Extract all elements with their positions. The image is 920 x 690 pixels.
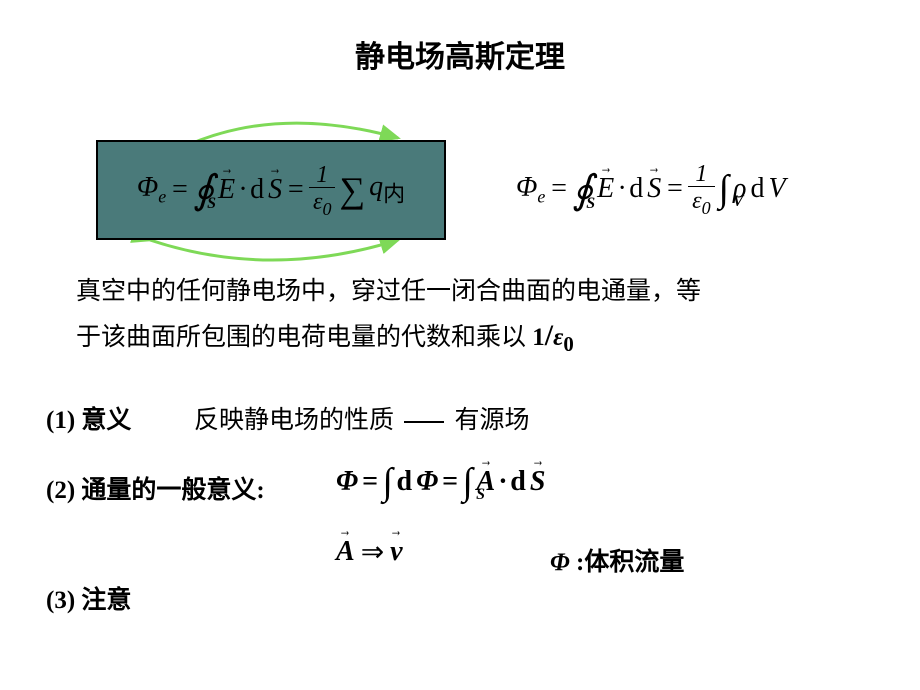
volume-flux-label: Φ :体积流量 bbox=[550, 542, 684, 578]
point-1: (1) 意义 bbox=[46, 400, 131, 436]
statement-line1: 真空中的任何静电场中，穿过任一闭合曲面的电通量，等 bbox=[76, 278, 701, 305]
phi-symbol: Φ bbox=[137, 172, 158, 203]
theorem-statement: 真空中的任何静电场中，穿过任一闭合曲面的电通量，等 于该曲面所包围的电荷电量的代… bbox=[76, 272, 876, 361]
surface-integral: ∮S bbox=[193, 166, 214, 213]
point-3: (3) 注意 bbox=[46, 580, 131, 616]
point-3-num: (3) bbox=[46, 587, 75, 614]
main-formula: Φe = ∮S E · dS = 1 ε0 ∑ q内 bbox=[137, 163, 405, 218]
point-1-label: 意义 bbox=[75, 407, 131, 434]
equals-1: = bbox=[170, 174, 189, 206]
point-1-num: (1) bbox=[46, 407, 75, 434]
A-to-v: A ⇒ v bbox=[336, 535, 403, 569]
fraction-1: 1 ε0 bbox=[309, 163, 335, 218]
d-1: d bbox=[250, 174, 264, 206]
point-2-label: 通量的一般意义: bbox=[75, 477, 265, 504]
main-formula-box: Φe = ∮S E · dS = 1 ε0 ∑ q内 bbox=[96, 140, 446, 240]
point-2-num: (2) bbox=[46, 477, 75, 504]
S-vector: S bbox=[268, 174, 282, 206]
q-subscript: 内 bbox=[383, 182, 405, 207]
page-title: 静电场高斯定理 bbox=[355, 32, 565, 76]
flux-general-formula: Φ = ∫ dΦ = ∫S A · dS bbox=[336, 460, 545, 504]
dot-1: · bbox=[239, 174, 246, 206]
statement-line2a: 于该曲面所包围的电荷电量的代数和乘以 bbox=[76, 324, 532, 351]
q-symbol: q bbox=[369, 171, 383, 202]
E-vector: E bbox=[218, 174, 235, 206]
point-3-label: 注意 bbox=[75, 587, 131, 614]
equals-2: = bbox=[286, 174, 305, 206]
sigma-symbol: ∑ bbox=[339, 169, 365, 211]
volume-integral-formula: Φe = ∮S E · dS = 1 ε0 ∫V ρdV bbox=[516, 162, 786, 217]
point-2: (2) 通量的一般意义: bbox=[46, 470, 265, 506]
phi-subscript: e bbox=[158, 187, 166, 207]
point-1-desc: 反映静电场的性质 有源场 bbox=[194, 400, 530, 436]
